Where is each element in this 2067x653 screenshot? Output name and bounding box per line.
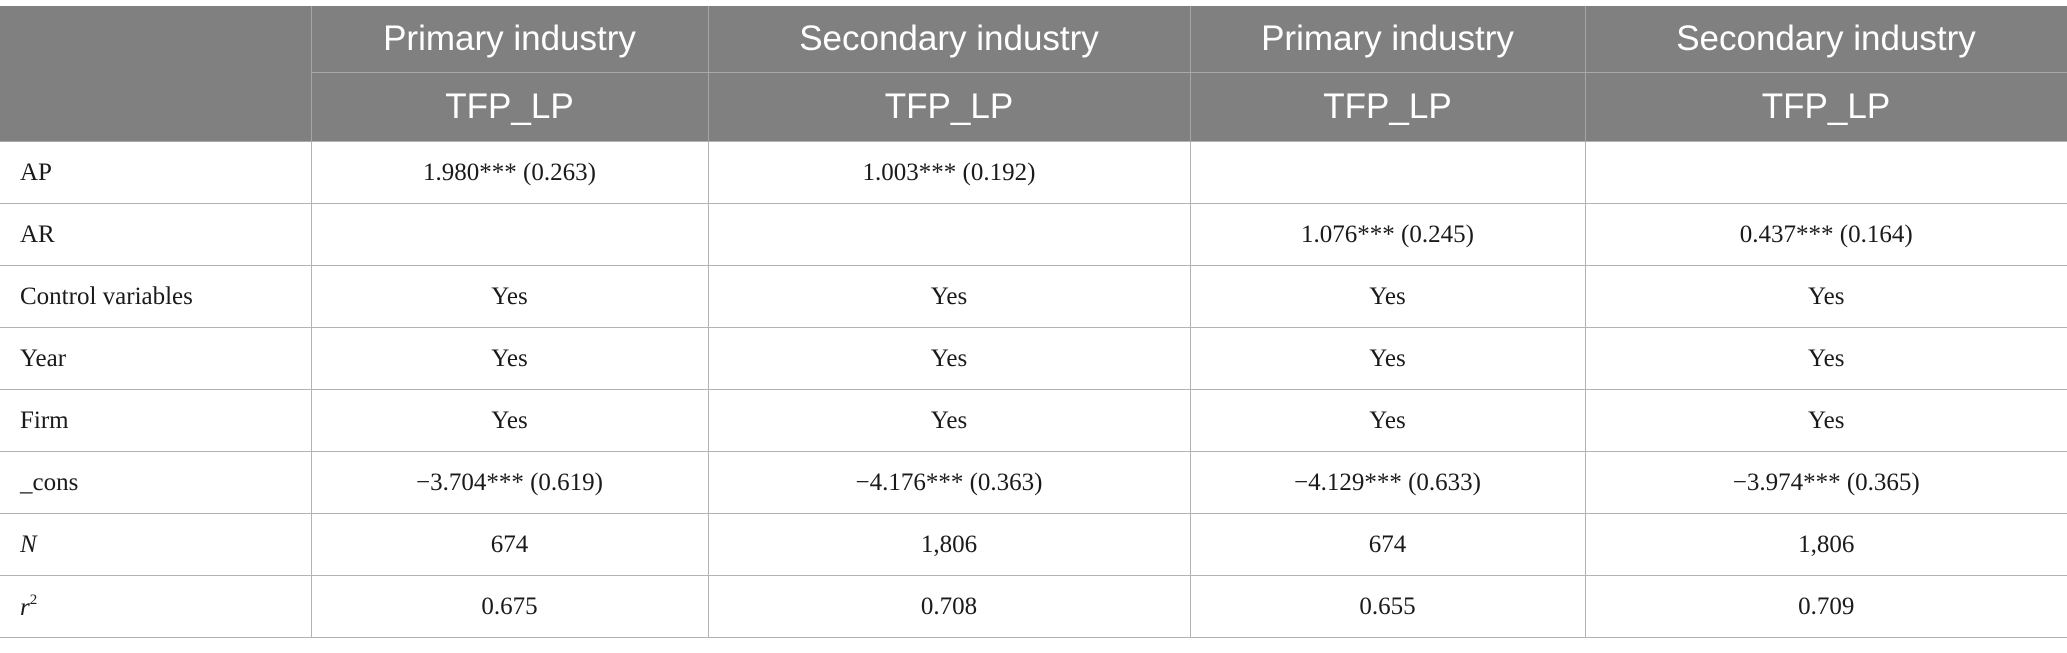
table-cell: Yes: [310, 327, 709, 390]
header-industry-3: Primary industry: [1189, 6, 1586, 73]
table-cell: 674: [1189, 513, 1586, 576]
header-dependent-4: TFP_LP: [1584, 72, 2067, 142]
table-cell: −3.974*** (0.365): [1584, 451, 2067, 514]
header-dependent-2: TFP_LP: [707, 72, 1191, 142]
table-cell: −4.176*** (0.363): [707, 451, 1191, 514]
table-cell: 0.675: [310, 575, 709, 638]
table-cell: [310, 203, 709, 266]
table-cell: Yes: [1189, 389, 1586, 452]
table-cell: 0.709: [1584, 575, 2067, 638]
table-cell: 1.003*** (0.192): [707, 141, 1191, 204]
r-symbol: r: [20, 593, 30, 621]
table-cell: 674: [310, 513, 709, 576]
header-industry-4: Secondary industry: [1584, 6, 2067, 73]
table-cell: 1.980*** (0.263): [310, 141, 709, 204]
table-cell: Yes: [310, 265, 709, 328]
table-row-ar: AR 1.076*** (0.245) 0.437*** (0.164): [0, 203, 2067, 266]
table-cell: −3.704*** (0.619): [310, 451, 709, 514]
table-row-firm: Firm Yes Yes Yes Yes: [0, 389, 2067, 452]
row-label-r-squared: r2: [0, 575, 312, 638]
table-cell: Yes: [1584, 327, 2067, 390]
table-header: Primary industry Secondary industry Prim…: [0, 6, 2067, 142]
table-cell: 1,806: [1584, 513, 2067, 576]
table-cell: Yes: [707, 265, 1191, 328]
results-table-container: Primary industry Secondary industry Prim…: [0, 6, 2067, 638]
table-row-ap: AP 1.980*** (0.263) 1.003*** (0.192): [0, 141, 2067, 204]
table-row-cons: _cons −3.704*** (0.619) −4.176*** (0.363…: [0, 451, 2067, 514]
table-cell: 0.708: [707, 575, 1191, 638]
table-cell: 1.076*** (0.245): [1189, 203, 1586, 266]
table-cell: Yes: [1189, 265, 1586, 328]
header-corner-cell: [0, 6, 312, 142]
header-industry-2: Secondary industry: [707, 6, 1191, 73]
row-label-year: Year: [0, 327, 312, 390]
table-cell: [1189, 141, 1586, 204]
regression-results-table: Primary industry Secondary industry Prim…: [0, 6, 2067, 638]
table-cell: [1584, 141, 2067, 204]
table-row-r-squared: r2 0.675 0.708 0.655 0.709: [0, 575, 2067, 638]
row-label-firm: Firm: [0, 389, 312, 452]
table-row-control-variables: Control variables Yes Yes Yes Yes: [0, 265, 2067, 328]
table-cell: Yes: [707, 327, 1191, 390]
row-label-n: N: [0, 513, 312, 576]
header-row-industry: Primary industry Secondary industry Prim…: [0, 6, 2067, 142]
table-cell: Yes: [1584, 265, 2067, 328]
table-row-year: Year Yes Yes Yes Yes: [0, 327, 2067, 390]
table-cell: Yes: [1584, 389, 2067, 452]
table-cell: Yes: [1189, 327, 1586, 390]
table-cell: −4.129*** (0.633): [1189, 451, 1586, 514]
table-body: AP 1.980*** (0.263) 1.003*** (0.192) AR …: [0, 141, 2067, 638]
header-dependent-3: TFP_LP: [1189, 72, 1586, 142]
row-label-control-variables: Control variables: [0, 265, 312, 328]
header-dependent-1: TFP_LP: [310, 72, 709, 142]
squared-superscript: 2: [29, 591, 38, 608]
table-cell: 0.437*** (0.164): [1584, 203, 2067, 266]
table-cell: Yes: [310, 389, 709, 452]
table-cell: 0.655: [1189, 575, 1586, 638]
table-row-n: N 674 1,806 674 1,806: [0, 513, 2067, 576]
row-label-ar: AR: [0, 203, 312, 266]
table-cell: [707, 203, 1191, 266]
header-row-dependent-variable: TFP_LP TFP_LP TFP_LP TFP_LP: [0, 72, 2067, 142]
table-cell: Yes: [707, 389, 1191, 452]
table-cell: 1,806: [707, 513, 1191, 576]
row-label-cons: _cons: [0, 451, 312, 514]
header-industry-1: Primary industry: [310, 6, 709, 73]
row-label-ap: AP: [0, 141, 312, 204]
